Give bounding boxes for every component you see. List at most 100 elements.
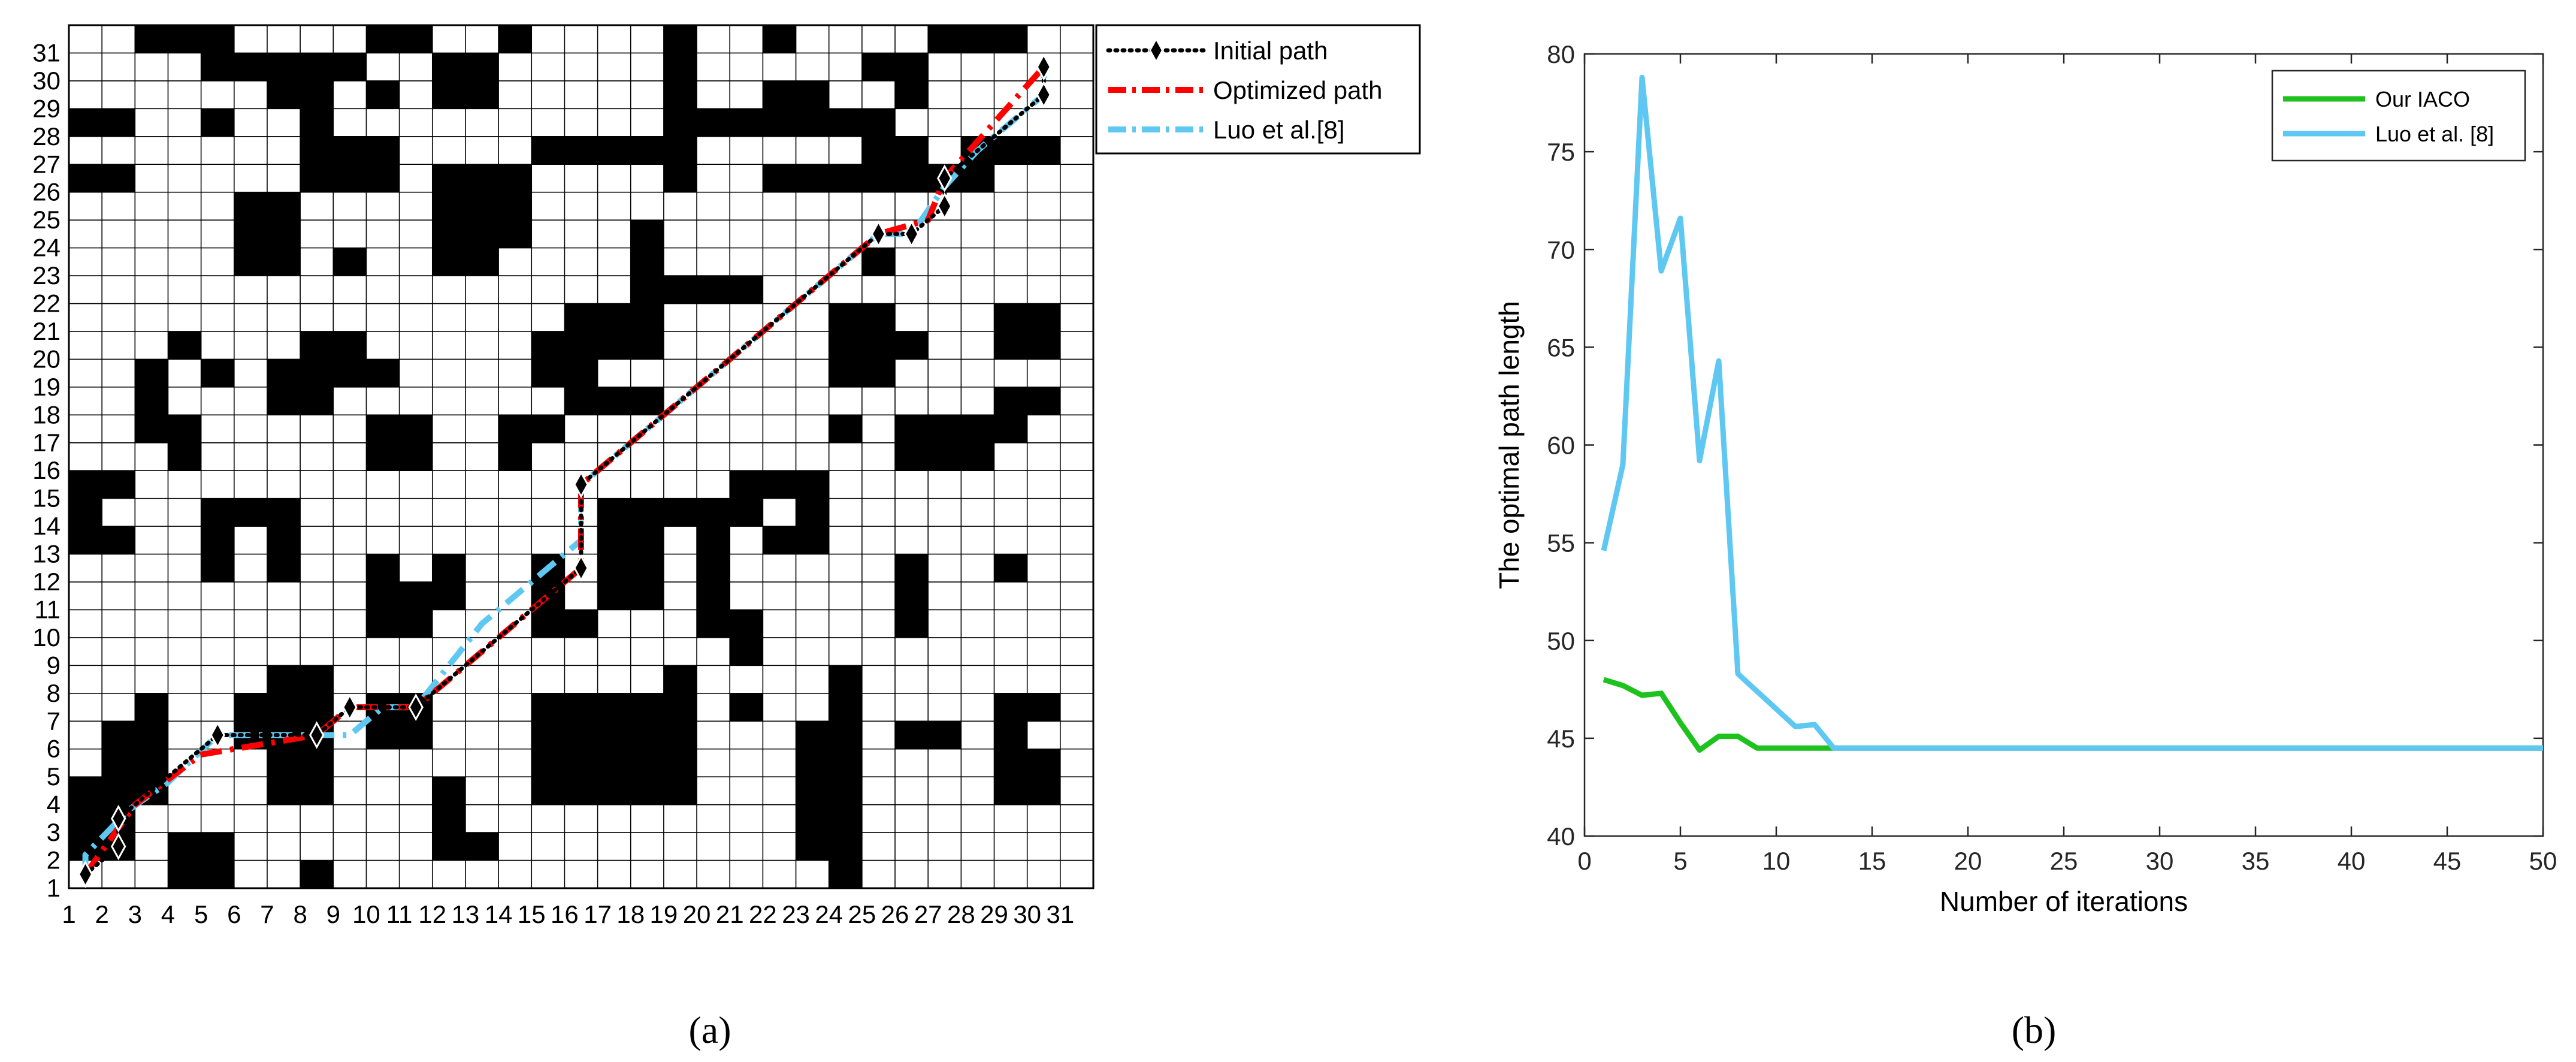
path-point-marker bbox=[111, 804, 126, 832]
obstacle-cell bbox=[928, 415, 962, 443]
obstacle-cell bbox=[1027, 136, 1061, 165]
x-tick-label: 28 bbox=[947, 900, 975, 928]
obstacle-cell bbox=[564, 693, 598, 722]
legend-label: Luo et al.[8] bbox=[1213, 116, 1345, 144]
obstacle-cell bbox=[201, 554, 235, 583]
y-tick-label: 30 bbox=[32, 67, 61, 95]
obstacle-cell bbox=[663, 25, 697, 53]
obstacle-cell bbox=[796, 108, 830, 137]
obstacle-cell bbox=[366, 25, 400, 53]
panel-b-series bbox=[1601, 74, 2543, 753]
panel-label-a: (a) bbox=[688, 1009, 731, 1051]
obstacle-cell bbox=[895, 53, 929, 82]
panel-label-b: (b) bbox=[2012, 1009, 2057, 1051]
obstacle-cell bbox=[531, 721, 565, 750]
obstacle-cell bbox=[597, 498, 631, 527]
obstacle-cell bbox=[663, 53, 697, 82]
obstacle-cell bbox=[135, 359, 168, 388]
obstacle-cell bbox=[861, 248, 896, 276]
obstacle-cell bbox=[630, 554, 664, 583]
obstacle-cell bbox=[829, 415, 863, 443]
x-tick-label: 8 bbox=[293, 900, 307, 928]
obstacle-cell bbox=[630, 749, 664, 777]
obstacle-cell bbox=[597, 693, 631, 722]
y-tick-label: 45 bbox=[1547, 725, 1575, 753]
obstacle-cell bbox=[597, 582, 631, 610]
obstacle-cell bbox=[663, 749, 697, 777]
obstacle-cell bbox=[861, 53, 896, 82]
x-tick-label: 6 bbox=[227, 900, 241, 928]
obstacle-cell bbox=[267, 387, 301, 415]
path-point-marker bbox=[1036, 81, 1051, 109]
path-point-marker bbox=[210, 721, 225, 749]
x-tick-label: 23 bbox=[782, 900, 810, 928]
path-point-marker bbox=[309, 721, 325, 749]
obstacle-cell bbox=[597, 749, 631, 777]
obstacle-cell bbox=[399, 582, 433, 610]
x-tick-label: 35 bbox=[2242, 847, 2270, 875]
x-tick-label: 50 bbox=[2529, 847, 2557, 875]
obstacle-cell bbox=[663, 693, 697, 722]
obstacle-cell bbox=[895, 415, 929, 443]
y-tick-label: 16 bbox=[32, 456, 61, 484]
obstacle-cell bbox=[366, 721, 400, 750]
obstacle-cell bbox=[168, 25, 202, 53]
obstacle-cell bbox=[564, 610, 598, 638]
obstacle-cell bbox=[861, 331, 896, 360]
obstacle-cell bbox=[300, 108, 334, 137]
obstacle-cell bbox=[69, 164, 102, 193]
obstacle-cell bbox=[1027, 777, 1061, 805]
obstacle-cell bbox=[399, 610, 433, 638]
x-tick-label: 9 bbox=[326, 900, 340, 928]
obstacle-cell bbox=[102, 108, 135, 137]
path-point-marker bbox=[870, 220, 887, 248]
panel-a-chart: 1 2 3 4 5 6 7 8 9 10 11 12 13 14 15 16 17 18 19 20 21 22 23 24 2… bbox=[32, 24, 1421, 928]
obstacle-cell bbox=[267, 749, 301, 777]
obstacle-cell bbox=[630, 136, 664, 165]
obstacle-cell bbox=[796, 832, 830, 861]
obstacle-cell bbox=[829, 331, 863, 360]
y-tick-label: 13 bbox=[32, 540, 61, 568]
obstacle-cell bbox=[564, 136, 598, 165]
x-tick-label: 15 bbox=[518, 900, 546, 928]
obstacle-cell bbox=[366, 610, 400, 638]
path-point-marker bbox=[342, 693, 358, 722]
obstacle-cell bbox=[135, 721, 168, 750]
obstacle-cell bbox=[267, 80, 301, 109]
obstacle-cell bbox=[994, 303, 1028, 332]
obstacle-cell bbox=[796, 470, 830, 499]
obstacle-cell bbox=[300, 136, 334, 165]
obstacle-cell bbox=[730, 498, 763, 527]
x-tick-label: 10 bbox=[352, 900, 380, 928]
obstacle-cell bbox=[366, 554, 400, 583]
obstacle-cell bbox=[796, 804, 830, 833]
obstacle-cell bbox=[201, 526, 235, 555]
obstacle-cell bbox=[630, 582, 664, 610]
legend-label: Initial path bbox=[1213, 37, 1328, 65]
obstacle-cell bbox=[201, 359, 235, 388]
obstacle-cell bbox=[630, 331, 664, 360]
y-tick-label: 7 bbox=[47, 707, 61, 735]
obstacle-cell bbox=[300, 749, 334, 777]
x-tick-label: 45 bbox=[2433, 847, 2462, 875]
y-tick-label: 70 bbox=[1547, 236, 1575, 264]
y-tick-label: 12 bbox=[32, 568, 61, 596]
obstacle-cell bbox=[630, 387, 664, 415]
obstacle-cell bbox=[994, 777, 1028, 805]
x-tick-label: 14 bbox=[485, 900, 513, 928]
y-tick-label: 14 bbox=[32, 512, 61, 540]
obstacle-cell bbox=[201, 832, 235, 861]
x-tick-label: 7 bbox=[260, 900, 274, 928]
obstacle-cell bbox=[829, 693, 863, 722]
obstacle-cell bbox=[366, 442, 400, 471]
obstacle-cell bbox=[168, 832, 202, 861]
legend-label: Luo et al. [8] bbox=[2375, 122, 2494, 146]
obstacle-cell bbox=[697, 582, 730, 610]
obstacle-cell bbox=[564, 721, 598, 750]
obstacle-cell bbox=[730, 470, 763, 499]
obstacle-cell bbox=[895, 331, 929, 360]
y-tick-label: 3 bbox=[47, 818, 61, 846]
obstacle-cell bbox=[69, 777, 102, 805]
x-tick-label: 29 bbox=[980, 900, 1008, 928]
obstacle-cell bbox=[597, 554, 631, 583]
